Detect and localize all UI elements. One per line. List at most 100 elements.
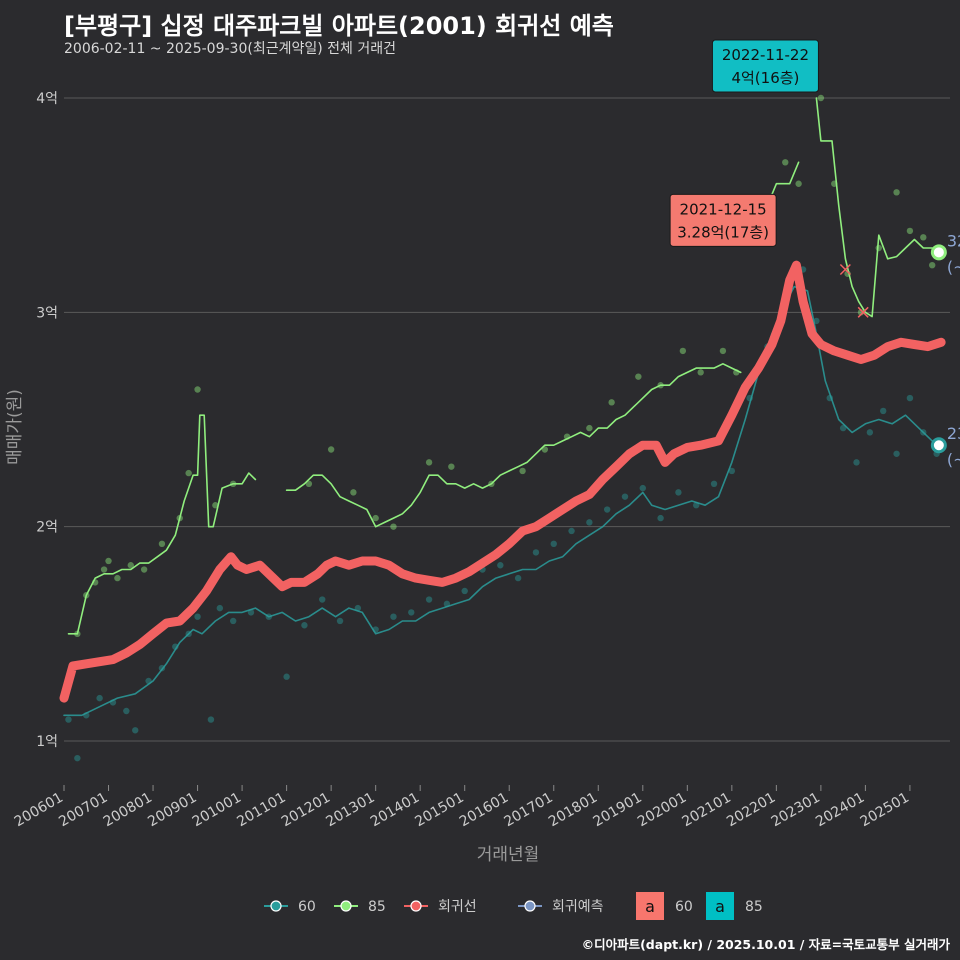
grid-lines — [64, 97, 950, 742]
scatter-point-60 — [207, 716, 215, 723]
x-tick-label: 202401 — [813, 790, 867, 831]
regression-markers — [839, 263, 869, 318]
scatter-point-60 — [514, 574, 522, 582]
series-line-regression — [59, 260, 946, 703]
series-line-60 — [63, 285, 940, 717]
x-tick-label: 201701 — [501, 790, 555, 831]
scatter-point-60 — [880, 407, 887, 415]
scatter-point-60 — [675, 489, 682, 496]
series-line-85 — [285, 363, 742, 528]
y-axis-label: 매매가(원) — [5, 389, 25, 465]
end-point — [930, 437, 947, 454]
scatter-point-60 — [710, 480, 718, 488]
x-tick-label: 200701 — [56, 790, 110, 831]
scatter-point-60 — [425, 596, 433, 603]
scatter-point-60 — [65, 716, 72, 723]
scatter-point-85 — [327, 446, 335, 453]
x-tick-label: 202101 — [680, 790, 734, 831]
callout-price: 3.28억(17층) — [677, 223, 769, 241]
legend-label: 회귀선 — [438, 899, 477, 915]
scatter-points — [65, 94, 940, 762]
end-labels: 32,750 (~85㎡) 23,750 (~60㎡) — [930, 231, 960, 469]
x-tick-label: 202301 — [769, 790, 823, 831]
scatter-point-85 — [586, 424, 593, 432]
x-tick-label: 201801 — [546, 790, 600, 831]
legend-fill-glyph: a — [645, 897, 655, 916]
legend-swatch-dot — [340, 900, 352, 912]
x-tick-label: 201601 — [457, 790, 511, 831]
scatter-point-85 — [906, 227, 914, 235]
x-tick-label: 200901 — [145, 790, 199, 831]
callout-date: 2021-12-15 — [680, 200, 767, 218]
x-tick-label: 202001 — [635, 790, 689, 831]
scatter-point-85 — [127, 562, 134, 569]
regression-marker — [839, 263, 851, 276]
series-line-85 — [815, 97, 940, 318]
scatter-point-85 — [795, 180, 802, 187]
legend-label: 60 — [298, 899, 316, 915]
x-tick-label: 200601 — [12, 790, 66, 831]
scatter-point-60 — [336, 617, 344, 625]
scatter-point-85 — [390, 523, 397, 530]
scatter-point-85 — [719, 347, 727, 355]
series-lines — [59, 97, 946, 717]
y-tick-label: 2억 — [36, 520, 58, 536]
scatter-point-60 — [461, 587, 468, 595]
y-tick-label: 4억 — [36, 91, 58, 107]
callout-date: 2022-11-22 — [722, 46, 809, 64]
scatter-point-60 — [728, 467, 736, 475]
scatter-point-85 — [782, 159, 789, 166]
scatter-point-85 — [114, 574, 121, 582]
end-value-label: 32,750 — [947, 231, 960, 250]
scatter-point-85 — [185, 469, 192, 477]
callout-box — [669, 193, 777, 247]
scatter-point-85 — [194, 386, 201, 393]
scatter-point-85 — [817, 94, 825, 102]
page-subtitle: 2006-02-11 ~ 2025-09-30(최근계약일) 전체 거래건 — [64, 41, 396, 57]
x-tick-label: 202201 — [724, 790, 778, 831]
x-tick-label: 202501 — [858, 790, 912, 831]
scatter-point-60 — [319, 596, 326, 603]
scatter-point-85 — [541, 446, 549, 453]
x-tick-label: 201901 — [591, 790, 645, 831]
scatter-point-85 — [350, 489, 357, 496]
scatter-point-60 — [123, 707, 130, 715]
x-tick-label: 201201 — [279, 790, 333, 831]
scatter-point-85 — [875, 244, 882, 252]
scatter-point-60 — [586, 519, 593, 526]
scatter-point-85 — [920, 234, 927, 241]
x-tick-label: 201001 — [190, 790, 244, 831]
legend-swatch-dot — [410, 900, 422, 912]
scatter-point-60 — [194, 613, 201, 620]
scatter-point-60 — [216, 604, 224, 612]
scatter-point-60 — [603, 506, 611, 513]
scatter-point-85 — [697, 369, 704, 376]
scatter-point-85 — [679, 347, 687, 355]
legend-fill-swatch — [636, 892, 664, 920]
y-tick-label: 1억 — [36, 734, 58, 750]
scatter-point-85 — [928, 261, 936, 269]
scatter-point-85 — [305, 480, 313, 488]
legend-label: 회귀예측 — [552, 899, 604, 915]
scatter-point-85 — [140, 566, 148, 573]
scatter-point-60 — [906, 394, 914, 402]
x-tick-label: 201401 — [368, 790, 422, 831]
x-axis: 2006012007012008012009012010012011012012… — [12, 785, 912, 830]
end-point — [930, 244, 947, 261]
legend-swatch-dot — [270, 900, 282, 912]
scatter-point-85 — [635, 373, 642, 380]
legend-fill-swatch — [706, 892, 734, 920]
y-tick-label: 3억 — [36, 305, 58, 321]
scatter-point-85 — [519, 467, 526, 475]
x-axis-label: 거래년월 — [477, 845, 540, 865]
end-area-label: (~60㎡) — [947, 450, 960, 469]
legend-fill-glyph: a — [715, 897, 725, 916]
x-tick-label: 201101 — [234, 790, 288, 831]
scatter-point-60 — [853, 459, 860, 466]
scatter-point-60 — [497, 562, 504, 569]
page-title: [부평구] 십정 대주파크빌 아파트(2001) 회귀선 예측 — [64, 12, 614, 40]
source-footer: ©디아파트(dapt.kr) / 2025.10.01 / 자료=국토교통부 실… — [581, 937, 950, 952]
scatter-point-60 — [893, 450, 900, 457]
